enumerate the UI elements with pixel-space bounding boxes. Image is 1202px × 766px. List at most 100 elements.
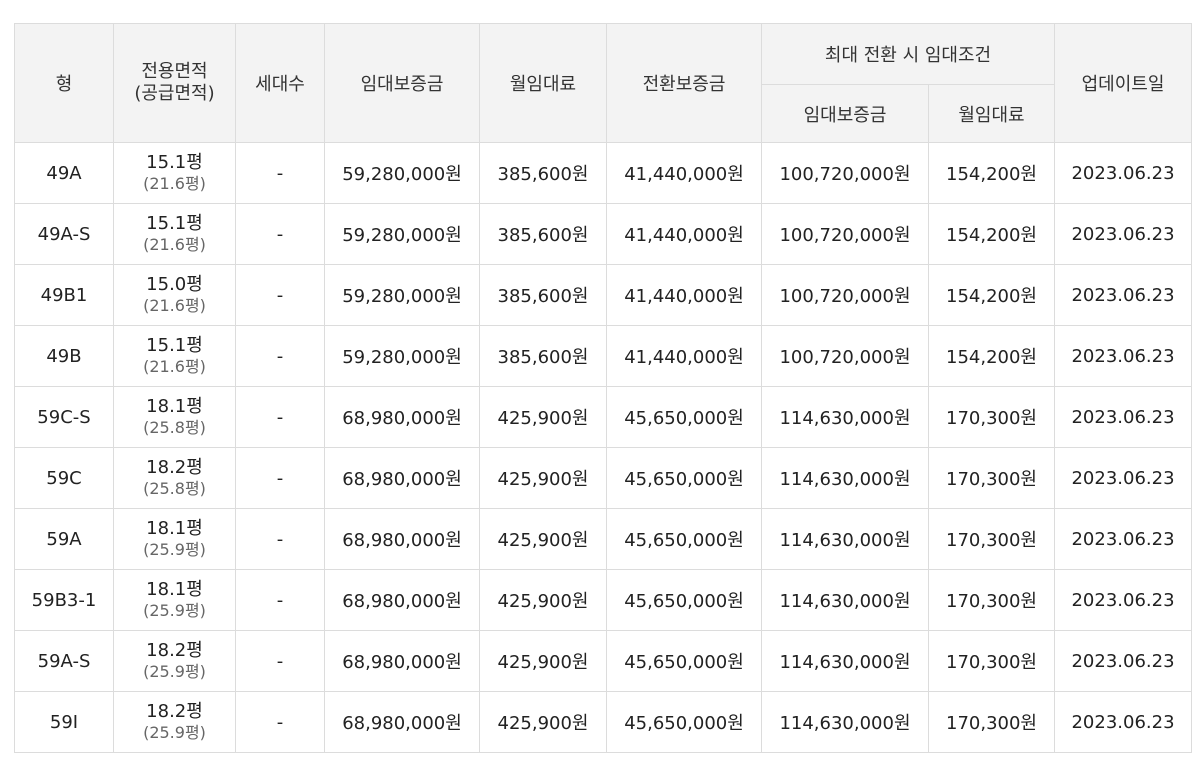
cell-conversion-deposit: 41,440,000원 — [606, 325, 762, 387]
cell-max-deposit: 114,630,000원 — [761, 447, 929, 509]
supply-area: (21.6평) — [143, 235, 206, 254]
cell-monthly-rent: 385,600원 — [479, 203, 607, 265]
cell-conversion-deposit: 45,650,000원 — [606, 569, 762, 631]
cell-max-rent: 154,200원 — [928, 325, 1055, 387]
cell-deposit: 68,980,000원 — [324, 691, 480, 753]
cell-deposit: 59,280,000원 — [324, 203, 480, 265]
cell-conversion-deposit: 45,650,000원 — [606, 691, 762, 753]
table-row: 59B3-1 18.1평 (25.9평) -68,980,000원 425,900원 45… — [14, 569, 1192, 631]
cell-updated: 2023.06.23 — [1054, 264, 1192, 326]
exclusive-area: 15.1평 — [146, 335, 203, 356]
table-row: 49A 15.1평 (21.6평) -59,280,000원 385,600원 41,44… — [14, 142, 1192, 204]
cell-area: 15.0평 (21.6평) — [113, 264, 236, 326]
cell-updated: 2023.06.23 — [1054, 142, 1192, 204]
cell-updated: 2023.06.23 — [1054, 691, 1192, 753]
cell-monthly-rent: 425,900원 — [479, 447, 607, 509]
cell-area: 18.1평 (25.9평) — [113, 569, 236, 631]
table-row: 49B1 15.0평 (21.6평) -59,280,000원 385,600원 41,4… — [14, 264, 1192, 326]
cell-updated: 2023.06.23 — [1054, 386, 1192, 448]
exclusive-area: 18.2평 — [146, 701, 203, 722]
cell-households: - — [235, 325, 325, 387]
cell-households: - — [235, 630, 325, 692]
cell-households: - — [235, 569, 325, 631]
cell-area: 15.1평 (21.6평) — [113, 203, 236, 265]
table-row: 59C 18.2평 (25.8평) -68,980,000원 425,900원 45,65… — [14, 447, 1192, 509]
cell-monthly-rent: 425,900원 — [479, 691, 607, 753]
supply-area: (25.9평) — [143, 723, 206, 742]
cell-area: 18.1평 (25.8평) — [113, 386, 236, 448]
cell-conversion-deposit: 41,440,000원 — [606, 203, 762, 265]
cell-monthly-rent: 425,900원 — [479, 569, 607, 631]
supply-area: (21.6평) — [143, 174, 206, 193]
cell-updated: 2023.06.23 — [1054, 325, 1192, 387]
cell-max-rent: 170,300원 — [928, 569, 1055, 631]
cell-conversion-deposit: 41,440,000원 — [606, 264, 762, 326]
exclusive-area: 15.1평 — [146, 213, 203, 234]
header-area-exclusive: 전용면적 — [141, 61, 208, 82]
cell-area: 15.1평 (21.6평) — [113, 325, 236, 387]
cell-max-rent: 170,300원 — [928, 386, 1055, 448]
cell-updated: 2023.06.23 — [1054, 569, 1192, 631]
exclusive-area: 18.1평 — [146, 396, 203, 417]
exclusive-area: 18.1평 — [146, 579, 203, 600]
cell-deposit: 59,280,000원 — [324, 325, 480, 387]
cell-monthly-rent: 385,600원 — [479, 142, 607, 204]
cell-deposit: 68,980,000원 — [324, 447, 480, 509]
supply-area: (25.9평) — [143, 601, 206, 620]
cell-area: 18.1평 (25.9평) — [113, 508, 236, 570]
supply-area: (25.8평) — [143, 418, 206, 437]
cell-monthly-rent: 425,900원 — [479, 508, 607, 570]
cell-updated: 2023.06.23 — [1054, 630, 1192, 692]
cell-type: 59C-S — [14, 386, 114, 448]
cell-max-rent: 170,300원 — [928, 691, 1055, 753]
table-header: 형 전용면적 (공급면적) 세대수 임대보증금 월임대료 전환보증금 최대 전환… — [14, 23, 1192, 143]
header-households: 세대수 — [235, 23, 325, 143]
cell-max-rent: 170,300원 — [928, 508, 1055, 570]
cell-area: 18.2평 (25.9평) — [113, 691, 236, 753]
cell-deposit: 68,980,000원 — [324, 569, 480, 631]
cell-max-deposit: 100,720,000원 — [761, 264, 929, 326]
cell-max-rent: 170,300원 — [928, 630, 1055, 692]
cell-max-rent: 154,200원 — [928, 203, 1055, 265]
exclusive-area: 18.2평 — [146, 640, 203, 661]
supply-area: (21.6평) — [143, 357, 206, 376]
cell-area: 18.2평 (25.9평) — [113, 630, 236, 692]
cell-households: - — [235, 447, 325, 509]
header-updated: 업데이트일 — [1054, 23, 1192, 143]
cell-type: 59B3-1 — [14, 569, 114, 631]
header-max-deposit: 임대보증금 — [761, 84, 929, 143]
cell-type: 49B — [14, 325, 114, 387]
cell-households: - — [235, 203, 325, 265]
cell-monthly-rent: 425,900원 — [479, 386, 607, 448]
cell-max-rent: 154,200원 — [928, 264, 1055, 326]
cell-max-deposit: 114,630,000원 — [761, 630, 929, 692]
cell-area: 18.2평 (25.8평) — [113, 447, 236, 509]
cell-max-rent: 154,200원 — [928, 142, 1055, 204]
cell-deposit: 59,280,000원 — [324, 142, 480, 204]
cell-max-deposit: 114,630,000원 — [761, 508, 929, 570]
cell-conversion-deposit: 45,650,000원 — [606, 630, 762, 692]
cell-deposit: 68,980,000원 — [324, 630, 480, 692]
header-area: 전용면적 (공급면적) — [113, 23, 236, 143]
supply-area: (25.9평) — [143, 662, 206, 681]
header-max-rent: 월임대료 — [928, 84, 1055, 143]
table-row: 49B 15.1평 (21.6평) -59,280,000원 385,600원 41,44… — [14, 325, 1192, 387]
cell-deposit: 68,980,000원 — [324, 508, 480, 570]
cell-max-deposit: 100,720,000원 — [761, 142, 929, 204]
table-body: 49A 15.1평 (21.6평) -59,280,000원 385,600원 41,44… — [14, 142, 1192, 753]
exclusive-area: 15.0평 — [146, 274, 203, 295]
supply-area: (25.9평) — [143, 540, 206, 559]
cell-max-deposit: 114,630,000원 — [761, 569, 929, 631]
cell-households: - — [235, 691, 325, 753]
supply-area: (21.6평) — [143, 296, 206, 315]
cell-type: 59A — [14, 508, 114, 570]
cell-type: 59I — [14, 691, 114, 753]
cell-households: - — [235, 508, 325, 570]
cell-type: 49B1 — [14, 264, 114, 326]
cell-deposit: 68,980,000원 — [324, 386, 480, 448]
cell-max-deposit: 114,630,000원 — [761, 691, 929, 753]
cell-type: 59A-S — [14, 630, 114, 692]
rental-table-container: 형 전용면적 (공급면적) 세대수 임대보증금 월임대료 전환보증금 최대 전환… — [14, 23, 1192, 753]
cell-conversion-deposit: 45,650,000원 — [606, 447, 762, 509]
cell-updated: 2023.06.23 — [1054, 508, 1192, 570]
